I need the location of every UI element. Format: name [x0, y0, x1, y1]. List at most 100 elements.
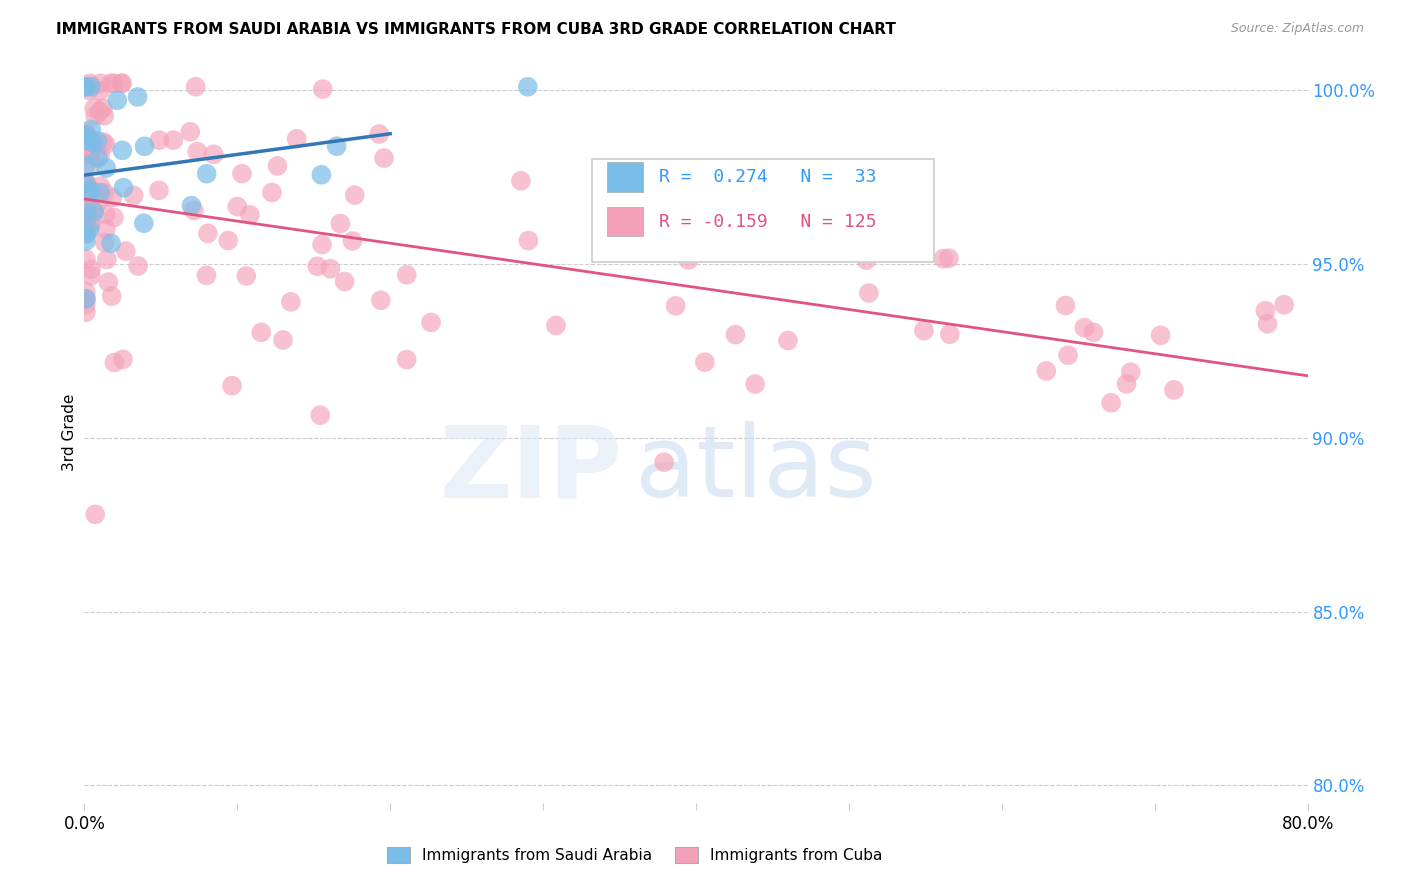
- Point: [77, 83, 100, 97]
- Point: [197, 227, 219, 241]
- Point: [79, 184, 101, 198]
- Point: [858, 285, 880, 300]
- Point: [1272, 298, 1295, 312]
- Point: [312, 82, 335, 96]
- Point: [75, 128, 97, 143]
- Point: [75, 285, 97, 299]
- Point: [93, 135, 115, 149]
- Point: [89, 149, 111, 163]
- Point: [1035, 364, 1057, 378]
- Text: R =  0.274   N =  33: R = 0.274 N = 33: [659, 169, 877, 186]
- Point: [86, 134, 108, 148]
- Point: [75, 305, 97, 319]
- Point: [127, 90, 149, 104]
- Point: [75, 175, 97, 189]
- Point: [75, 218, 97, 232]
- Point: [80, 157, 103, 171]
- Point: [96, 252, 118, 267]
- Point: [912, 324, 935, 338]
- Point: [239, 208, 262, 222]
- Point: [100, 76, 122, 90]
- Point: [89, 84, 111, 98]
- Point: [325, 139, 347, 153]
- Point: [93, 109, 115, 123]
- Point: [395, 352, 418, 367]
- Point: [250, 326, 273, 340]
- Point: [87, 151, 110, 165]
- Point: [235, 268, 257, 283]
- Point: [79, 76, 101, 90]
- Point: [101, 190, 124, 204]
- Point: [195, 268, 218, 283]
- Point: [112, 180, 135, 194]
- Point: [77, 186, 100, 200]
- Point: [1083, 326, 1105, 340]
- Point: [544, 318, 567, 333]
- Point: [79, 222, 101, 236]
- Point: [678, 253, 700, 268]
- Legend: Immigrants from Saudi Arabia, Immigrants from Cuba: Immigrants from Saudi Arabia, Immigrants…: [381, 841, 889, 869]
- Point: [100, 289, 122, 303]
- Point: [100, 236, 122, 251]
- Point: [148, 183, 170, 197]
- Point: [939, 327, 962, 342]
- Point: [97, 275, 120, 289]
- Point: [75, 292, 97, 306]
- Point: [1163, 383, 1185, 397]
- Point: [105, 93, 128, 107]
- Point: [77, 147, 100, 161]
- FancyBboxPatch shape: [606, 207, 644, 236]
- Point: [1149, 328, 1171, 343]
- Point: [90, 76, 112, 90]
- Point: [285, 132, 308, 146]
- Point: [1115, 376, 1137, 391]
- Point: [373, 151, 395, 165]
- Point: [75, 158, 97, 172]
- Point: [183, 203, 205, 218]
- Point: [89, 179, 111, 194]
- Point: [368, 127, 391, 141]
- Point: [96, 161, 118, 175]
- Point: [1073, 320, 1095, 334]
- Text: ZIP: ZIP: [440, 421, 623, 518]
- Point: [80, 79, 103, 94]
- Point: [652, 455, 675, 469]
- Point: [93, 186, 115, 200]
- Point: [75, 206, 97, 220]
- Point: [132, 216, 155, 230]
- Point: [80, 122, 103, 136]
- Point: [110, 76, 132, 90]
- Point: [221, 378, 243, 392]
- Point: [311, 168, 333, 182]
- Point: [266, 159, 288, 173]
- Point: [180, 198, 202, 212]
- Point: [280, 294, 302, 309]
- Point: [111, 352, 134, 367]
- Point: [333, 275, 356, 289]
- Text: R = -0.159   N = 125: R = -0.159 N = 125: [659, 212, 877, 231]
- Point: [693, 355, 716, 369]
- Point: [127, 259, 149, 273]
- Point: [1057, 348, 1080, 362]
- Point: [89, 104, 111, 119]
- Point: [226, 200, 249, 214]
- Point: [179, 125, 201, 139]
- Point: [75, 227, 97, 241]
- FancyBboxPatch shape: [592, 159, 935, 262]
- Point: [75, 202, 97, 216]
- Point: [103, 355, 125, 369]
- Point: [162, 133, 184, 147]
- Point: [517, 234, 540, 248]
- Point: [319, 261, 342, 276]
- Point: [75, 177, 97, 191]
- Point: [111, 76, 134, 90]
- Point: [75, 252, 97, 266]
- Point: [343, 188, 366, 202]
- Point: [75, 297, 97, 311]
- Point: [420, 315, 443, 329]
- Point: [80, 262, 103, 277]
- Point: [75, 219, 97, 234]
- Point: [75, 126, 97, 140]
- Point: [82, 136, 104, 150]
- Point: [83, 101, 105, 115]
